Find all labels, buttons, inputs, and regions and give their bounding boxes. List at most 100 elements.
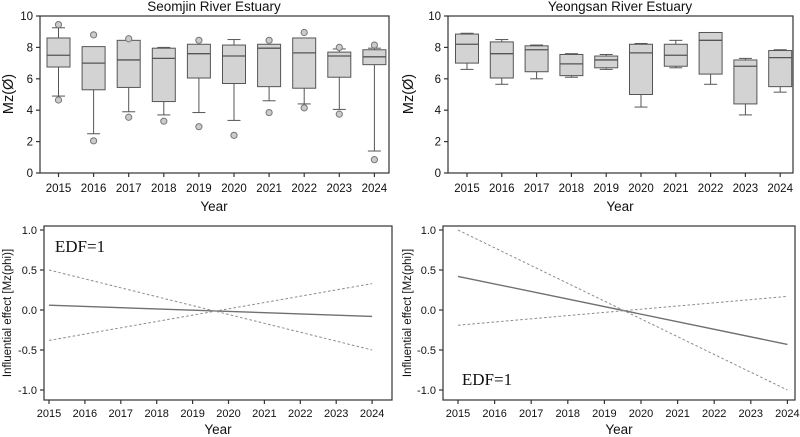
- x-tick-label: 2015: [454, 183, 480, 195]
- box-2017: [524, 44, 549, 80]
- y-tick-label: -0.5: [18, 345, 37, 357]
- iqr-box: [327, 51, 352, 78]
- panel-yeongsan-boxplot: 0 2 4 6 8 10 2015 2016 2017 2018 2019 2020 2021 2022 2…: [401, 0, 794, 214]
- outlier-point: [90, 137, 98, 145]
- y-tick-label: 0: [435, 168, 441, 180]
- y-tick-label: 1.0: [22, 225, 37, 237]
- x-tick-label: 2016: [482, 408, 506, 420]
- x-tick-label: 2020: [216, 408, 240, 420]
- x-tick-label: 2019: [593, 183, 619, 195]
- outlier-point: [125, 113, 133, 121]
- y-tick-label: 2: [27, 137, 33, 149]
- box-2019: [594, 53, 619, 70]
- panel-seomjin-boxplot: 0 2 4 6 8 10 2015 2016 2017 2018 2019 2020 2021 2022 2…: [1, 0, 390, 214]
- outlier-point: [265, 108, 273, 117]
- x-tick-label: 2021: [252, 408, 276, 420]
- edf-annotation: EDF=1: [55, 237, 105, 256]
- box-2018: [559, 53, 584, 78]
- x-tick-label: 2022: [698, 183, 724, 195]
- iqr-box: [698, 31, 723, 75]
- x-axis-label: Year: [606, 199, 634, 214]
- box-2021: [663, 39, 688, 69]
- x-tick-label: 2020: [629, 408, 653, 420]
- outlier-point: [54, 96, 63, 104]
- iqr-box: [257, 43, 282, 88]
- ci-band-a-line: [457, 229, 788, 391]
- x-tick-label: 2021: [665, 408, 689, 420]
- outlier-point: [160, 117, 168, 125]
- y-tick-label: 0.5: [421, 265, 436, 277]
- iqr-box: [594, 55, 619, 69]
- x-axis-label: Year: [204, 422, 232, 437]
- panel-yeongsan-gam-effect: -1.0 -0.5 0.0 0.5 1.0 2015 2016 2017 2018 2019 202…: [402, 225, 800, 437]
- iqr-box: [733, 59, 758, 105]
- iqr-box: [222, 44, 246, 85]
- x-tick-label: 2017: [116, 183, 142, 195]
- outlier-point: [265, 36, 273, 44]
- y-tick-label: 8: [435, 42, 441, 54]
- outlier-point: [195, 36, 203, 44]
- ci-band-b-line: [48, 283, 373, 341]
- y-tick-label: 2: [435, 137, 441, 149]
- x-tick-label: 2020: [221, 183, 247, 195]
- plot-frame: [39, 15, 390, 174]
- y-axis-label: Influential effect [Mz(phi)]: [2, 249, 14, 377]
- x-tick-label: 2019: [186, 183, 212, 195]
- box-2015: [46, 21, 71, 104]
- x-tick-label: 2018: [556, 408, 580, 420]
- plot-frame: [447, 15, 794, 174]
- iqr-box: [116, 39, 141, 88]
- iqr-box: [81, 46, 106, 91]
- box-2020: [222, 39, 246, 139]
- y-tick-label: 6: [27, 74, 33, 86]
- x-tick-label: 2022: [288, 408, 312, 420]
- y-tick-label: 4: [435, 105, 442, 117]
- box-2022: [698, 31, 723, 85]
- x-tick-label: 2024: [767, 183, 793, 195]
- iqr-box: [455, 33, 479, 64]
- x-tick-label: 2018: [151, 183, 177, 195]
- y-tick-label: 0.5: [22, 265, 37, 277]
- y-tick-label: 4: [27, 105, 34, 117]
- outlier-point: [195, 123, 203, 131]
- y-tick-label: 1.0: [421, 225, 436, 237]
- x-tick-label: 2015: [46, 183, 72, 195]
- iqr-box: [151, 47, 176, 103]
- iqr-box: [489, 41, 514, 79]
- box-2019: [186, 36, 211, 131]
- x-tick-label: 2024: [360, 408, 384, 420]
- gam-fit-line: [48, 304, 373, 318]
- x-axis-label: Year: [605, 422, 633, 437]
- plot-frame: [43, 225, 393, 401]
- x-tick-label: 2024: [362, 183, 388, 195]
- box-2023: [327, 43, 352, 118]
- box-2024: [362, 41, 387, 164]
- iqr-box: [629, 43, 653, 95]
- x-tick-label: 2022: [291, 183, 317, 195]
- outlier-point: [370, 41, 378, 49]
- chart-title: Seomjin River Estuary: [147, 0, 281, 14]
- x-tick-label: 2016: [489, 183, 515, 195]
- y-tick-label: 10: [428, 11, 441, 23]
- x-tick-label: 2021: [663, 183, 689, 195]
- box-2024: [768, 49, 793, 93]
- y-tick-label: 0.0: [22, 305, 37, 317]
- iqr-box: [559, 53, 584, 77]
- x-tick-label: 2024: [775, 408, 799, 420]
- outlier-point: [335, 43, 343, 52]
- x-tick-label: 2023: [327, 183, 353, 195]
- iqr-box: [292, 37, 317, 89]
- y-tick-label: -0.5: [417, 345, 436, 357]
- y-tick-label: 6: [435, 74, 441, 86]
- x-tick-label: 2015: [446, 408, 470, 420]
- x-tick-label: 2016: [73, 408, 97, 420]
- y-tick-label: 0.0: [421, 305, 436, 317]
- iqr-box: [186, 43, 211, 79]
- y-axis-label: Mz(Ø): [401, 74, 417, 114]
- outlier-point: [370, 156, 378, 164]
- y-tick-label: 0: [27, 168, 33, 180]
- x-tick-label: 2023: [739, 408, 763, 420]
- x-axis-label: Year: [200, 199, 228, 214]
- outlier-point: [125, 35, 133, 43]
